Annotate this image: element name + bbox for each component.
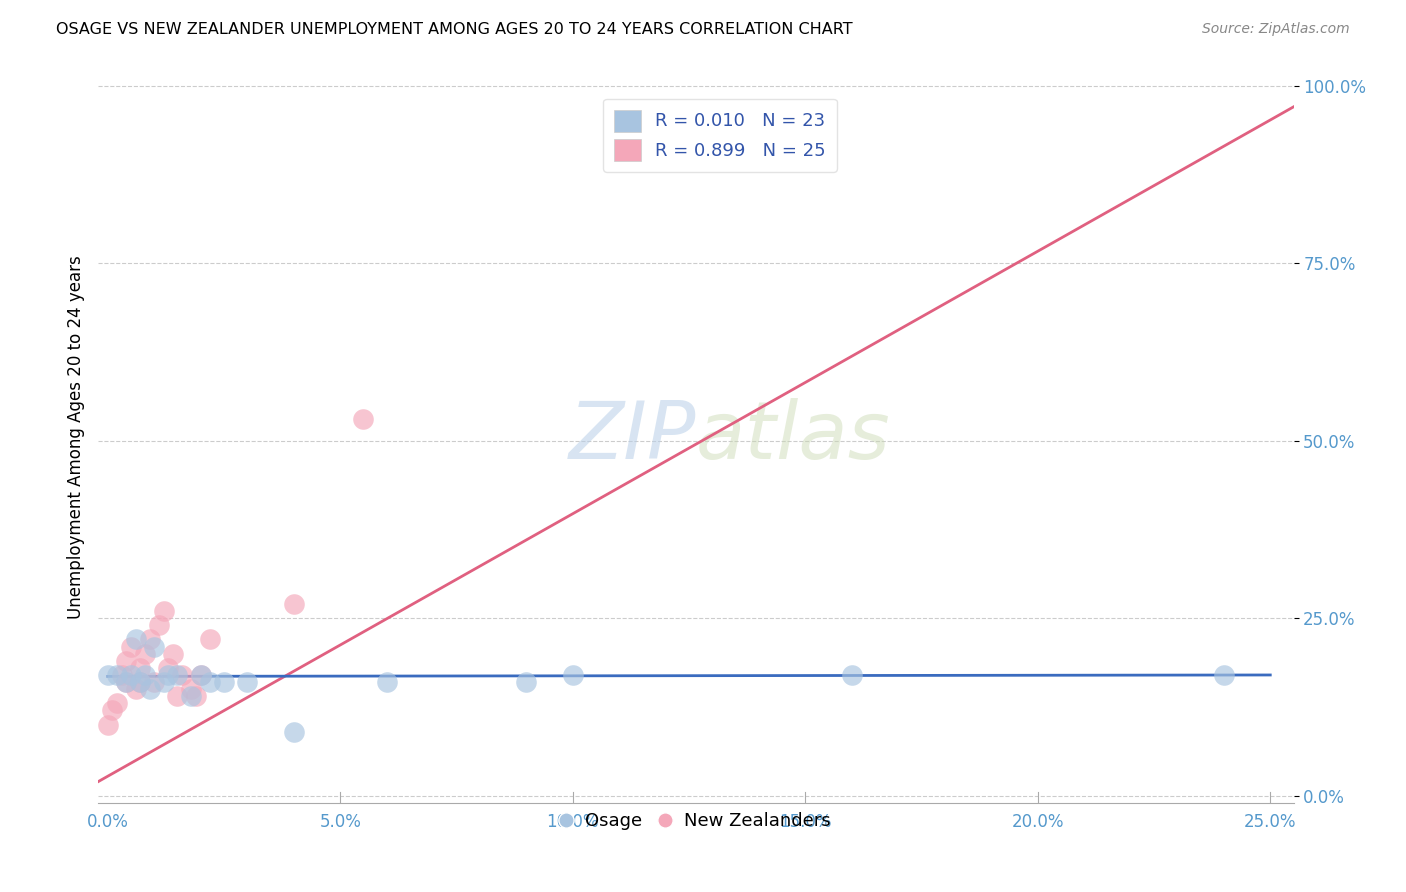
Legend: Osage, New Zealanders: Osage, New Zealanders xyxy=(554,805,838,838)
Point xyxy=(152,675,174,690)
Point xyxy=(190,668,212,682)
Point xyxy=(157,668,180,682)
Point xyxy=(105,668,128,682)
Point xyxy=(138,682,160,697)
Point xyxy=(115,654,138,668)
Point xyxy=(172,668,194,682)
Point xyxy=(190,668,212,682)
Point xyxy=(180,690,202,704)
Point xyxy=(152,604,174,618)
Point xyxy=(841,668,863,682)
Point xyxy=(283,597,305,611)
Point xyxy=(1212,668,1234,682)
Point xyxy=(115,675,138,690)
Point xyxy=(97,717,120,731)
Y-axis label: Unemployment Among Ages 20 to 24 years: Unemployment Among Ages 20 to 24 years xyxy=(66,255,84,619)
Point xyxy=(115,675,138,690)
Point xyxy=(120,640,142,654)
Point xyxy=(184,690,207,704)
Point xyxy=(134,668,156,682)
Point xyxy=(561,668,583,682)
Text: ZIP: ZIP xyxy=(568,398,696,476)
Point xyxy=(143,675,166,690)
Text: atlas: atlas xyxy=(696,398,891,476)
Point xyxy=(105,697,128,711)
Point xyxy=(375,675,398,690)
Point xyxy=(124,632,146,647)
Point xyxy=(157,661,180,675)
Point xyxy=(166,690,188,704)
Point xyxy=(283,724,305,739)
Point xyxy=(111,668,134,682)
Point xyxy=(148,618,170,632)
Point xyxy=(166,668,188,682)
Point xyxy=(129,675,152,690)
Point xyxy=(353,412,375,426)
Point xyxy=(236,675,259,690)
Point xyxy=(129,675,152,690)
Point xyxy=(124,682,146,697)
Point xyxy=(162,647,184,661)
Point xyxy=(97,668,120,682)
Point xyxy=(198,675,221,690)
Point xyxy=(101,704,124,718)
Point xyxy=(134,647,156,661)
Point xyxy=(143,640,166,654)
Point xyxy=(120,668,142,682)
Point xyxy=(180,682,202,697)
Point xyxy=(138,632,160,647)
Point xyxy=(129,661,152,675)
Text: OSAGE VS NEW ZEALANDER UNEMPLOYMENT AMONG AGES 20 TO 24 YEARS CORRELATION CHART: OSAGE VS NEW ZEALANDER UNEMPLOYMENT AMON… xyxy=(56,22,853,37)
Point xyxy=(198,632,221,647)
Text: Source: ZipAtlas.com: Source: ZipAtlas.com xyxy=(1202,22,1350,37)
Point xyxy=(212,675,235,690)
Point xyxy=(515,675,537,690)
